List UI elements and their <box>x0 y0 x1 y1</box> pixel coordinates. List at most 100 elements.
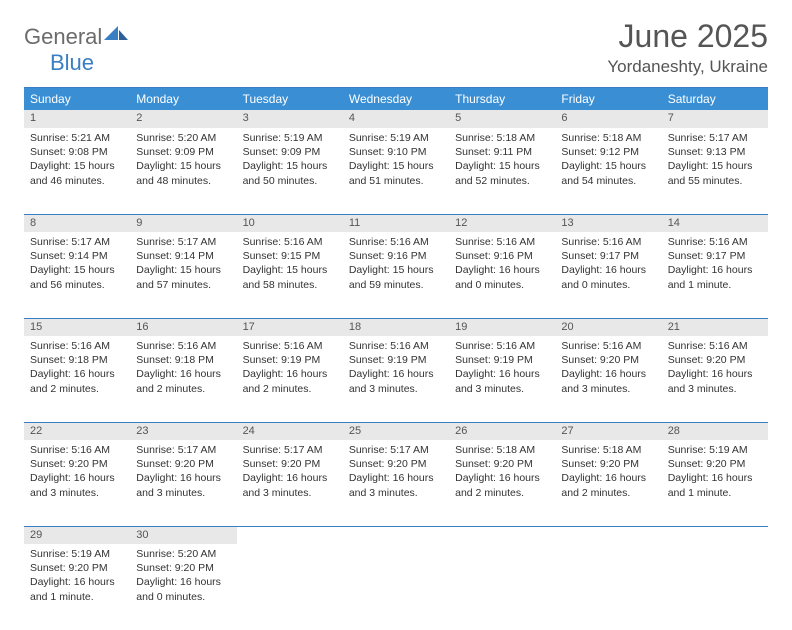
logo-sail-icon <box>104 26 128 44</box>
day-content: Sunrise: 5:16 AMSunset: 9:18 PMDaylight:… <box>130 336 236 402</box>
day-cell: Sunrise: 5:16 AMSunset: 9:19 PMDaylight:… <box>237 336 343 422</box>
logo: General Blue <box>24 24 128 76</box>
day-content-row: Sunrise: 5:17 AMSunset: 9:14 PMDaylight:… <box>24 232 768 318</box>
day-number: 26 <box>449 422 555 440</box>
day-content-row: Sunrise: 5:16 AMSunset: 9:20 PMDaylight:… <box>24 440 768 526</box>
weekday-header: Tuesday <box>237 88 343 111</box>
day-number: 29 <box>24 526 130 544</box>
day-content <box>343 544 449 553</box>
day-cell: Sunrise: 5:17 AMSunset: 9:14 PMDaylight:… <box>24 232 130 318</box>
day-number <box>237 526 343 544</box>
day-cell: Sunrise: 5:17 AMSunset: 9:13 PMDaylight:… <box>662 128 768 214</box>
day-content <box>555 544 661 553</box>
day-number: 30 <box>130 526 236 544</box>
day-content: Sunrise: 5:17 AMSunset: 9:20 PMDaylight:… <box>343 440 449 506</box>
daynum-row: 15161718192021 <box>24 318 768 336</box>
day-number: 2 <box>130 110 236 128</box>
day-content: Sunrise: 5:19 AMSunset: 9:20 PMDaylight:… <box>24 544 130 610</box>
day-number: 24 <box>237 422 343 440</box>
day-content <box>237 544 343 553</box>
day-number: 11 <box>343 214 449 232</box>
day-content <box>449 544 555 553</box>
calendar-table: Sunday Monday Tuesday Wednesday Thursday… <box>24 87 768 630</box>
day-content: Sunrise: 5:16 AMSunset: 9:19 PMDaylight:… <box>237 336 343 402</box>
day-content: Sunrise: 5:16 AMSunset: 9:18 PMDaylight:… <box>24 336 130 402</box>
day-content: Sunrise: 5:19 AMSunset: 9:09 PMDaylight:… <box>237 128 343 194</box>
day-content: Sunrise: 5:18 AMSunset: 9:11 PMDaylight:… <box>449 128 555 194</box>
day-number: 20 <box>555 318 661 336</box>
weekday-header: Monday <box>130 88 236 111</box>
day-number: 4 <box>343 110 449 128</box>
day-cell: Sunrise: 5:20 AMSunset: 9:09 PMDaylight:… <box>130 128 236 214</box>
day-cell: Sunrise: 5:18 AMSunset: 9:20 PMDaylight:… <box>555 440 661 526</box>
title-block: June 2025 Yordaneshty, Ukraine <box>607 18 768 77</box>
day-number: 18 <box>343 318 449 336</box>
month-title: June 2025 <box>607 18 768 55</box>
day-content: Sunrise: 5:16 AMSunset: 9:20 PMDaylight:… <box>662 336 768 402</box>
day-content: Sunrise: 5:16 AMSunset: 9:17 PMDaylight:… <box>662 232 768 298</box>
day-cell: Sunrise: 5:20 AMSunset: 9:20 PMDaylight:… <box>130 544 236 630</box>
day-cell <box>662 544 768 630</box>
day-content: Sunrise: 5:20 AMSunset: 9:20 PMDaylight:… <box>130 544 236 610</box>
day-content: Sunrise: 5:21 AMSunset: 9:08 PMDaylight:… <box>24 128 130 194</box>
day-cell: Sunrise: 5:17 AMSunset: 9:20 PMDaylight:… <box>237 440 343 526</box>
weekday-header: Wednesday <box>343 88 449 111</box>
day-cell: Sunrise: 5:17 AMSunset: 9:20 PMDaylight:… <box>343 440 449 526</box>
day-cell <box>555 544 661 630</box>
day-number <box>555 526 661 544</box>
day-content: Sunrise: 5:17 AMSunset: 9:20 PMDaylight:… <box>237 440 343 506</box>
day-content: Sunrise: 5:16 AMSunset: 9:16 PMDaylight:… <box>449 232 555 298</box>
day-number: 7 <box>662 110 768 128</box>
day-content: Sunrise: 5:16 AMSunset: 9:20 PMDaylight:… <box>24 440 130 506</box>
weekday-header: Saturday <box>662 88 768 111</box>
day-cell: Sunrise: 5:19 AMSunset: 9:20 PMDaylight:… <box>662 440 768 526</box>
day-content: Sunrise: 5:18 AMSunset: 9:20 PMDaylight:… <box>449 440 555 506</box>
day-number: 25 <box>343 422 449 440</box>
day-content: Sunrise: 5:16 AMSunset: 9:15 PMDaylight:… <box>237 232 343 298</box>
day-cell: Sunrise: 5:17 AMSunset: 9:14 PMDaylight:… <box>130 232 236 318</box>
day-number <box>449 526 555 544</box>
day-cell: Sunrise: 5:16 AMSunset: 9:20 PMDaylight:… <box>24 440 130 526</box>
day-number: 23 <box>130 422 236 440</box>
day-cell: Sunrise: 5:18 AMSunset: 9:20 PMDaylight:… <box>449 440 555 526</box>
day-cell: Sunrise: 5:16 AMSunset: 9:15 PMDaylight:… <box>237 232 343 318</box>
day-content: Sunrise: 5:19 AMSunset: 9:10 PMDaylight:… <box>343 128 449 194</box>
day-number: 1 <box>24 110 130 128</box>
day-cell: Sunrise: 5:16 AMSunset: 9:18 PMDaylight:… <box>130 336 236 422</box>
day-cell: Sunrise: 5:17 AMSunset: 9:20 PMDaylight:… <box>130 440 236 526</box>
day-number: 13 <box>555 214 661 232</box>
day-content-row: Sunrise: 5:21 AMSunset: 9:08 PMDaylight:… <box>24 128 768 214</box>
day-number: 19 <box>449 318 555 336</box>
day-cell: Sunrise: 5:16 AMSunset: 9:17 PMDaylight:… <box>662 232 768 318</box>
day-cell <box>343 544 449 630</box>
day-cell: Sunrise: 5:16 AMSunset: 9:19 PMDaylight:… <box>449 336 555 422</box>
day-number: 3 <box>237 110 343 128</box>
day-number: 17 <box>237 318 343 336</box>
calendar-body: 1234567Sunrise: 5:21 AMSunset: 9:08 PMDa… <box>24 110 768 630</box>
day-content: Sunrise: 5:18 AMSunset: 9:12 PMDaylight:… <box>555 128 661 194</box>
day-cell: Sunrise: 5:16 AMSunset: 9:16 PMDaylight:… <box>449 232 555 318</box>
daynum-row: 2930 <box>24 526 768 544</box>
day-content: Sunrise: 5:17 AMSunset: 9:20 PMDaylight:… <box>130 440 236 506</box>
day-cell: Sunrise: 5:16 AMSunset: 9:20 PMDaylight:… <box>555 336 661 422</box>
day-cell <box>237 544 343 630</box>
daynum-row: 22232425262728 <box>24 422 768 440</box>
day-cell: Sunrise: 5:21 AMSunset: 9:08 PMDaylight:… <box>24 128 130 214</box>
day-cell: Sunrise: 5:19 AMSunset: 9:20 PMDaylight:… <box>24 544 130 630</box>
day-number: 10 <box>237 214 343 232</box>
day-number: 15 <box>24 318 130 336</box>
day-cell: Sunrise: 5:16 AMSunset: 9:16 PMDaylight:… <box>343 232 449 318</box>
day-cell: Sunrise: 5:16 AMSunset: 9:17 PMDaylight:… <box>555 232 661 318</box>
day-content: Sunrise: 5:16 AMSunset: 9:17 PMDaylight:… <box>555 232 661 298</box>
day-number: 22 <box>24 422 130 440</box>
day-content: Sunrise: 5:20 AMSunset: 9:09 PMDaylight:… <box>130 128 236 194</box>
day-content-row: Sunrise: 5:19 AMSunset: 9:20 PMDaylight:… <box>24 544 768 630</box>
location: Yordaneshty, Ukraine <box>607 57 768 77</box>
day-cell: Sunrise: 5:16 AMSunset: 9:18 PMDaylight:… <box>24 336 130 422</box>
day-content: Sunrise: 5:17 AMSunset: 9:13 PMDaylight:… <box>662 128 768 194</box>
day-number <box>343 526 449 544</box>
day-number: 28 <box>662 422 768 440</box>
weekday-header: Sunday <box>24 88 130 111</box>
logo-general: General <box>24 24 102 49</box>
day-cell: Sunrise: 5:18 AMSunset: 9:11 PMDaylight:… <box>449 128 555 214</box>
